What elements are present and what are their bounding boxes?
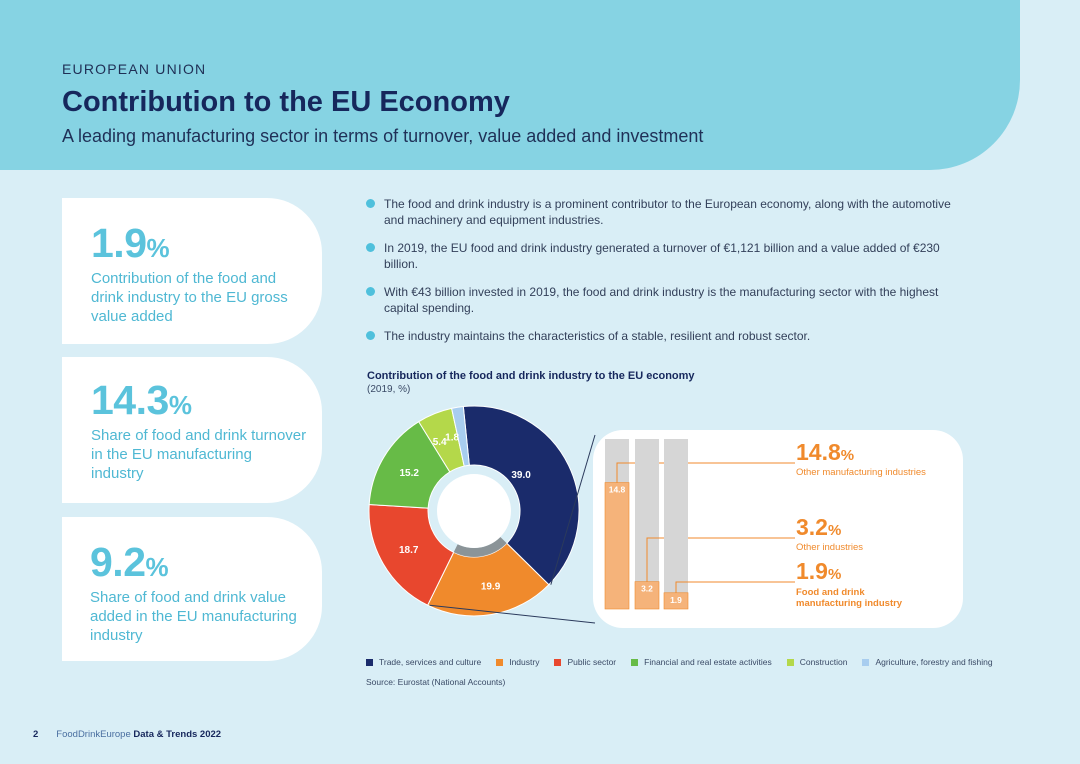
breakdown-bar <box>634 581 660 610</box>
callout-label: Food and drink <box>796 587 865 598</box>
list-item: In 2019, the EU food and drink industry … <box>366 240 966 272</box>
callout-line <box>675 581 795 593</box>
stat-unit: % <box>168 390 192 420</box>
donut-hole <box>437 474 511 548</box>
bullet-dot-icon <box>366 287 375 296</box>
donut-slice-trade-services-and-culture <box>462 405 580 586</box>
slice-value-label: 18.7 <box>399 545 419 556</box>
chart-source: Source: Eurostat (National Accounts) <box>366 677 506 687</box>
connector-line <box>550 434 596 585</box>
stat-unit: % <box>146 233 170 263</box>
stat-card-gva: 1.9% Contribution of the food and drink … <box>62 198 322 344</box>
callout-label: Other industries <box>796 542 863 553</box>
publisher-name: FoodDrinkEurope <box>56 729 131 740</box>
breakdown-bar-label: 14.8 <box>609 485 626 495</box>
page-number: 2 <box>33 729 39 740</box>
key-facts-list: The food and drink industry is a promine… <box>366 196 966 356</box>
legend-item: Public sector <box>554 657 616 667</box>
stat-card-value-added: 9.2% Share of food and drink value added… <box>62 517 322 661</box>
list-item: The food and drink industry is a promine… <box>366 196 966 228</box>
callout-line <box>616 462 795 483</box>
legend-label: Agriculture, forestry and fishing <box>875 657 993 667</box>
breakdown-bar <box>663 592 689 610</box>
breakdown-bar-label: 1.9 <box>670 595 682 605</box>
legend-swatch <box>554 658 562 666</box>
publication-title: Data & Trends 2022 <box>133 729 222 740</box>
bullet-text: The industry maintains the characteristi… <box>384 329 811 343</box>
slice-value-label: 1.8 <box>445 432 459 443</box>
bullet-dot-icon <box>366 199 375 208</box>
bullet-dot-icon <box>366 243 375 252</box>
legend-item: Trade, services and culture <box>366 657 481 667</box>
stat-value: 14.3 <box>91 377 169 423</box>
page-title: Contribution to the EU Economy <box>62 86 510 118</box>
legend-label: Industry <box>509 657 540 667</box>
stat-unit: % <box>145 552 169 582</box>
slice-value-label: 15.2 <box>399 468 419 479</box>
stat-description: Contribution of the food and drink indus… <box>91 270 288 325</box>
legend-swatch <box>862 658 870 666</box>
stat-value: 9.2 <box>90 539 146 585</box>
connector-line <box>429 604 596 624</box>
slice-value-label: 5.4 <box>433 437 447 448</box>
page-footer: 2 FoodDrinkEurope Data & Trends 2022 <box>33 729 221 740</box>
bullet-text: The food and drink industry is a promine… <box>384 197 951 227</box>
legend-label: Construction <box>799 657 848 667</box>
legend-label: Trade, services and culture <box>379 657 482 667</box>
breakdown-bar <box>604 482 630 610</box>
chart-legend: Trade, services and culture Industry Pub… <box>366 657 1008 667</box>
breakdown-bar-label: 3.2 <box>641 584 653 594</box>
legend-swatch <box>631 658 639 666</box>
callout-line <box>646 537 795 582</box>
callout-label: manufacturing industry <box>796 598 903 609</box>
legend-swatch <box>496 658 504 666</box>
callout-value: 3.2% <box>796 514 841 540</box>
donut-slice-public-sector <box>368 504 455 606</box>
legend-item: Construction <box>786 657 848 667</box>
legend-swatch <box>366 658 373 666</box>
bullet-text: In 2019, the EU food and drink industry … <box>384 241 940 271</box>
legend-item: Financial and real estate activities <box>631 657 772 667</box>
region-label: EUROPEAN UNION <box>62 61 207 77</box>
list-item: With €43 billion invested in 2019, the f… <box>366 284 966 316</box>
slice-value-label: 19.9 <box>481 581 501 592</box>
legend-item: Agriculture, forestry and fishing <box>862 657 993 667</box>
bullet-text: With €43 billion invested in 2019, the f… <box>384 285 939 315</box>
donut-slice-agriculture-forestry-and-fishing <box>451 405 470 467</box>
slice-value-label: 39.0 <box>511 470 531 481</box>
legend-item: Industry <box>496 657 539 667</box>
bullet-dot-icon <box>366 331 375 340</box>
callout-label: Other manufacturing industries <box>796 467 926 478</box>
stat-description: Share of food and drink value added in t… <box>90 589 297 644</box>
breakdown-bar-track <box>664 439 688 609</box>
donut-chart: 39.019.918.715.25.41.814.814.8%Other man… <box>368 405 963 628</box>
page-subtitle: A leading manufacturing sector in terms … <box>62 126 704 146</box>
stat-description: Share of food and drink turnover in the … <box>91 427 307 482</box>
list-item: The industry maintains the characteristi… <box>366 328 966 344</box>
stat-card-turnover: 14.3% Share of food and drink turnover i… <box>62 357 322 503</box>
stat-value: 1.9 <box>91 220 147 266</box>
legend-label: Financial and real estate activities <box>644 657 772 667</box>
chart-title: Contribution of the food and drink indus… <box>367 370 695 382</box>
industry-shadow <box>453 536 507 557</box>
header-band <box>0 0 1020 170</box>
chart-subtitle: (2019, %) <box>367 384 411 395</box>
legend-label: Public sector <box>567 657 617 667</box>
legend-swatch <box>786 658 794 666</box>
